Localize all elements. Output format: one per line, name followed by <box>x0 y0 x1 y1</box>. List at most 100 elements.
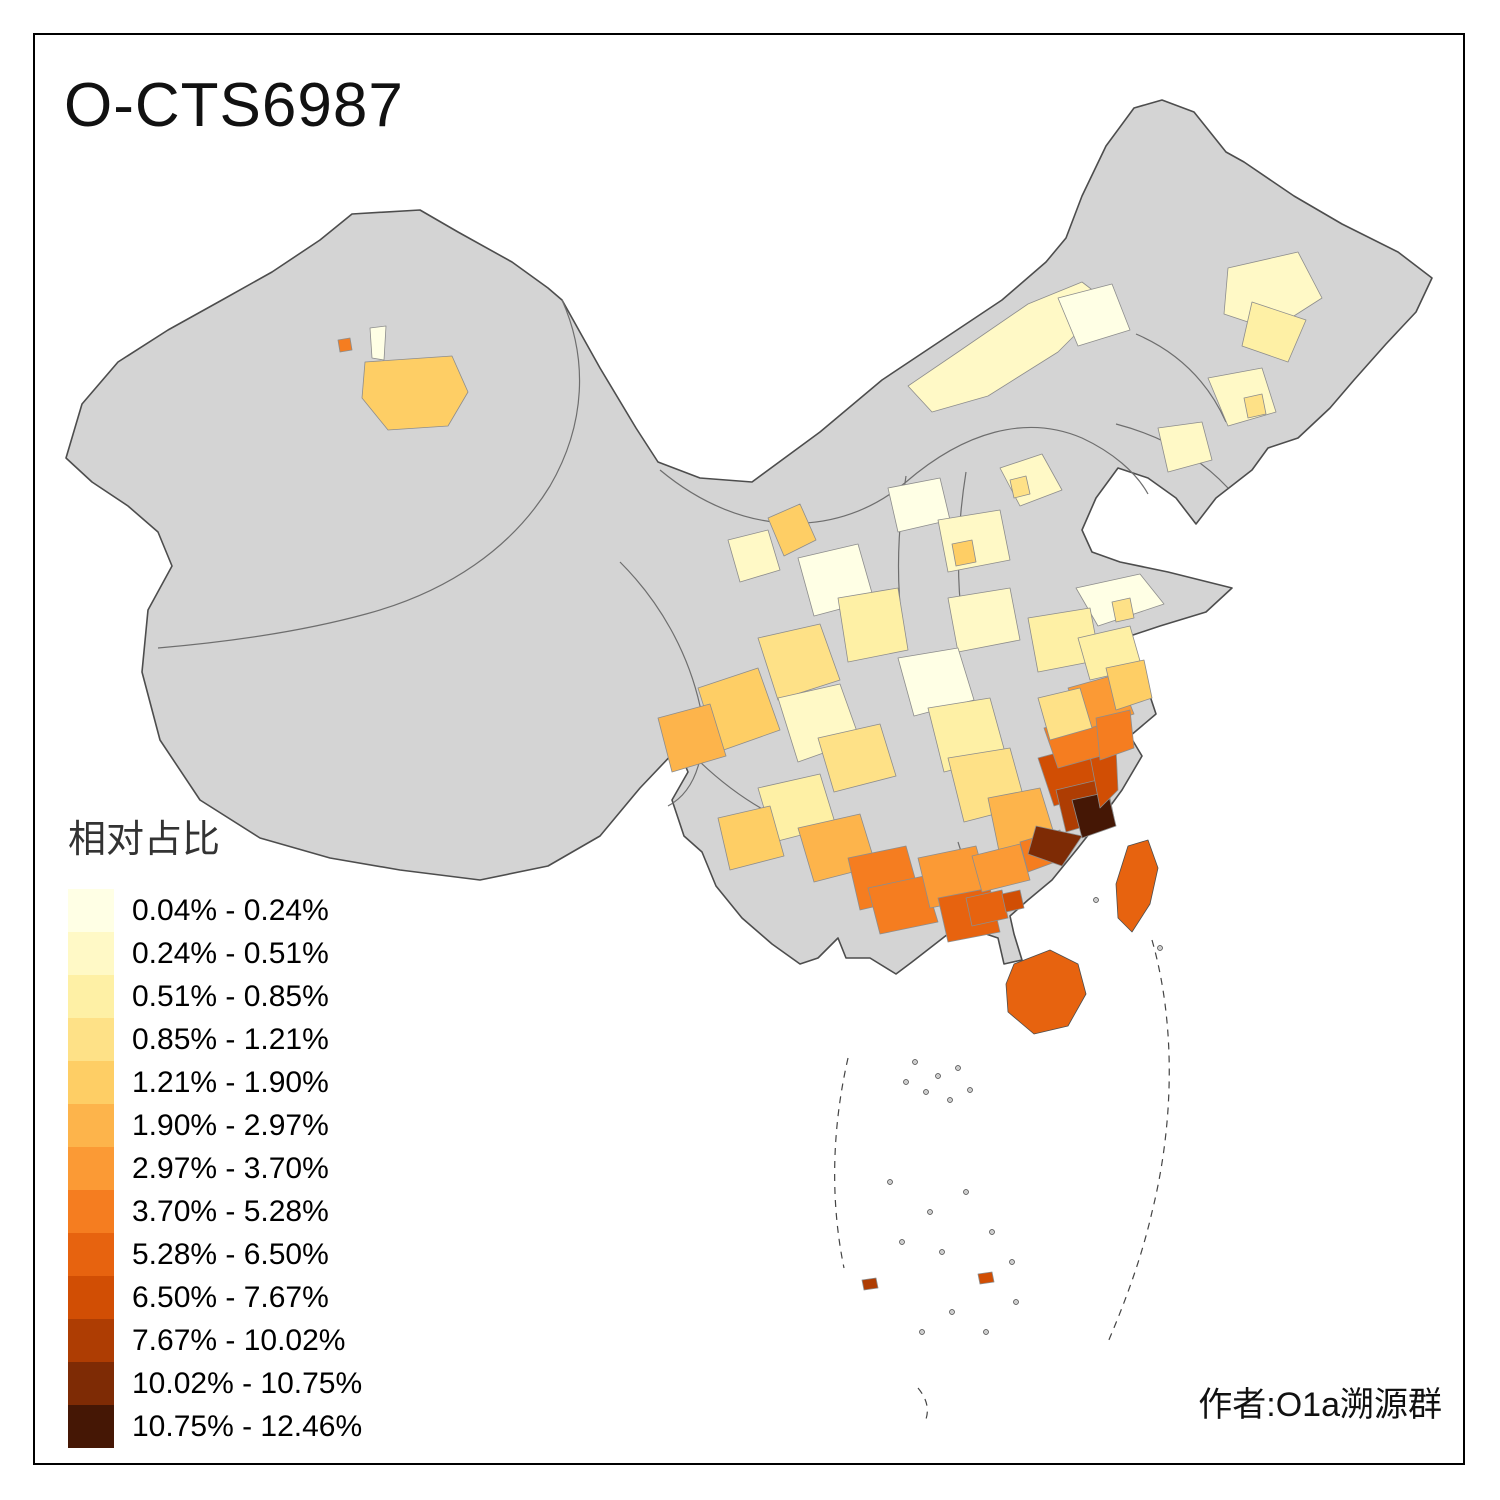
legend-item: 10.75% - 12.46% <box>68 1405 362 1448</box>
map-region <box>757 623 841 701</box>
legend-label: 6.50% - 7.67% <box>132 1280 329 1314</box>
map-region <box>1009 475 1031 499</box>
legend-label: 2.97% - 3.70% <box>132 1151 329 1185</box>
legend-swatch <box>68 1276 114 1319</box>
choropleth-regions <box>337 251 1323 1291</box>
legend-item: 2.97% - 3.70% <box>68 1147 362 1190</box>
page-title: O-CTS6987 <box>64 71 404 140</box>
legend-item: 0.51% - 0.85% <box>68 975 362 1018</box>
province-border-line <box>619 561 704 807</box>
legend-swatch <box>68 1018 114 1061</box>
legend-label: 3.70% - 5.28% <box>132 1194 329 1228</box>
legend-label: 7.67% - 10.02% <box>132 1323 346 1357</box>
island-dot <box>899 1239 905 1245</box>
legend: 相对占比 0.04% - 0.24% 0.24% - 0.51% 0.51% -… <box>68 808 362 1448</box>
map-region <box>897 647 975 717</box>
legend-swatch <box>68 1190 114 1233</box>
island-dot <box>967 1087 973 1093</box>
map-region <box>337 337 353 353</box>
island-dot <box>949 1309 955 1315</box>
legend-item: 0.04% - 0.24% <box>68 889 362 932</box>
island-dot <box>955 1065 961 1071</box>
legend-item: 5.28% - 6.50% <box>68 1233 362 1276</box>
island-dot <box>912 1059 918 1065</box>
map-region <box>861 1277 879 1291</box>
island-dot <box>927 1209 933 1215</box>
legend-swatch <box>68 1104 114 1147</box>
plot-frame <box>33 33 1465 1465</box>
legend-label: 0.51% - 0.85% <box>132 979 329 1013</box>
legend-item: 1.21% - 1.90% <box>68 1061 362 1104</box>
legend-label: 5.28% - 6.50% <box>132 1237 329 1271</box>
island-dot <box>919 1329 925 1335</box>
sea-boundary-lines <box>834 939 1170 1425</box>
island-dot <box>1157 945 1163 951</box>
legend-label: 10.75% - 12.46% <box>132 1409 363 1443</box>
map-region <box>947 587 1021 653</box>
island-dot <box>1009 1259 1015 1265</box>
map-region <box>1111 597 1135 623</box>
island-dot <box>1013 1299 1019 1305</box>
map-region <box>1001 889 1025 913</box>
island-dot <box>935 1073 941 1079</box>
map-region <box>1105 659 1153 711</box>
map-region <box>657 703 727 773</box>
map-region <box>717 805 785 871</box>
map-region <box>767 503 817 557</box>
legend-swatch <box>68 1405 114 1448</box>
sea-boundary-south <box>917 1387 928 1425</box>
map-region <box>1157 421 1213 473</box>
map-region <box>817 723 897 793</box>
map-region <box>1223 251 1323 331</box>
legend-label: 1.21% - 1.90% <box>132 1065 329 1099</box>
legend-item: 10.02% - 10.75% <box>68 1362 362 1405</box>
island-dot <box>887 1179 893 1185</box>
legend-item: 7.67% - 10.02% <box>68 1319 362 1362</box>
island-dot <box>963 1189 969 1195</box>
sea-boundary-west <box>834 1057 849 1269</box>
map-region <box>951 539 977 567</box>
map-region-taiwan <box>1115 839 1159 933</box>
legend-label: 0.04% - 0.24% <box>132 893 329 927</box>
map-region <box>1037 687 1093 741</box>
legend-label: 0.24% - 0.51% <box>132 936 329 970</box>
map-region <box>1095 709 1135 761</box>
province-border-line <box>659 426 1149 524</box>
legend-item: 6.50% - 7.67% <box>68 1276 362 1319</box>
island-dot <box>923 1089 929 1095</box>
island-dot <box>903 1079 909 1085</box>
map-region <box>1243 393 1267 419</box>
legend-swatch <box>68 932 114 975</box>
island-dot <box>983 1329 989 1335</box>
map-region <box>1057 283 1131 347</box>
map-region <box>971 843 1031 893</box>
legend-item: 3.70% - 5.28% <box>68 1190 362 1233</box>
legend-item: 0.85% - 1.21% <box>68 1018 362 1061</box>
island-dot <box>939 1249 945 1255</box>
map-region <box>361 355 469 431</box>
map-region <box>867 875 939 935</box>
map-region <box>727 529 781 583</box>
map-region <box>1027 825 1083 867</box>
legend-title: 相对占比 <box>68 819 221 861</box>
legend-swatch <box>68 889 114 932</box>
province-border-line <box>1135 333 1227 423</box>
legend-label: 10.02% - 10.75% <box>132 1366 363 1400</box>
sea-boundary-east <box>1107 939 1170 1343</box>
legend-label: 1.90% - 2.97% <box>132 1108 329 1142</box>
legend-swatch <box>68 1319 114 1362</box>
legend-swatch <box>68 1233 114 1276</box>
island-dot <box>1093 897 1099 903</box>
map-region <box>369 325 387 361</box>
legend-swatch <box>68 1147 114 1190</box>
map-region-hainan <box>1005 949 1087 1035</box>
island-dot <box>989 1229 995 1235</box>
map-region <box>1241 301 1307 363</box>
legend-swatch <box>68 1362 114 1405</box>
map-region <box>837 587 909 663</box>
author-credit: 作者:O1a溯源群 <box>1198 1386 1442 1424</box>
legend-item: 1.90% - 2.97% <box>68 1104 362 1147</box>
legend-item: 0.24% - 0.51% <box>68 932 362 975</box>
small-islands <box>887 897 1163 1335</box>
